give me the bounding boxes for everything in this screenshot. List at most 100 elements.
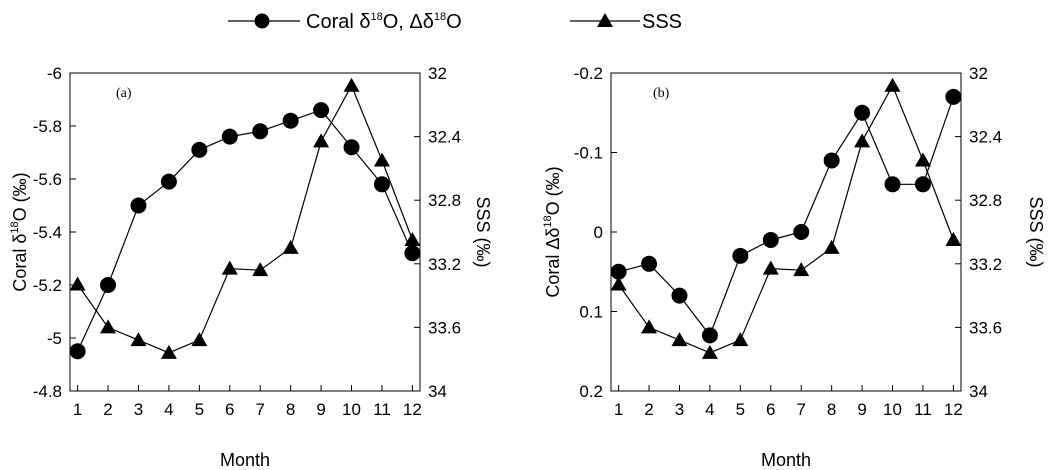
panel-a-label: (a) [116, 86, 132, 101]
panel-a-right-tick-label: 32 [428, 64, 447, 83]
panel-b-sss-point [914, 152, 931, 167]
panel-a-sss-point [404, 231, 421, 246]
panel-b-coral-point [701, 327, 718, 344]
panel-a-x-tick-label: 7 [255, 400, 264, 419]
panel-b-sss-point [641, 319, 658, 334]
panel-a-coral-point [130, 197, 147, 214]
panel-b-x-tick-label: 3 [675, 400, 684, 419]
panel-b-x-tick-label: 2 [644, 400, 653, 419]
legend-label-coral: Coral δ18O, Δδ18O [306, 11, 462, 33]
panel-b-coral-point [823, 152, 840, 169]
panel-a-x-tick-label: 3 [134, 400, 143, 419]
panel-b-coral-point [641, 255, 658, 272]
panel-b-x-tick-label: 12 [944, 400, 963, 419]
panel-b-x-axis-title: Month [761, 450, 811, 470]
panel-b-x-tick-label: 6 [766, 400, 775, 419]
panel-b: (b) Month Coral Δδ18O (‰) SSS (‰) 0.2 0.1… [542, 64, 1046, 470]
panel-b-coral-point [914, 176, 931, 193]
panel-b-right-tick-label: 32.4 [969, 128, 1002, 147]
panel-a-right-tick-label: 33.6 [428, 318, 461, 337]
panel-a-sss-point [343, 77, 360, 92]
panel-b-sss-point [610, 276, 627, 291]
panel-b-sss-point [945, 231, 962, 246]
panel-a-x-tick-label: 2 [103, 400, 112, 419]
panel-b-sss-point [823, 239, 840, 254]
legend: Coral δ18O, Δδ18O SSS [228, 11, 682, 33]
panel-a-x-tick-label: 5 [195, 400, 204, 419]
panel-b-sss-point [762, 260, 779, 275]
panel-a-coral-point [252, 123, 269, 140]
panel-a-sss-point [221, 260, 238, 275]
panel-a-x-axis-title: Month [220, 450, 270, 470]
panel-a-sss-point [313, 133, 330, 148]
panel-b-left-axis-title: Coral Δδ18O (‰) [542, 166, 563, 297]
panel-a-x-tick-label: 8 [286, 400, 295, 419]
panel-a-sss-point [160, 344, 177, 359]
panel-b-x-tick-label: 11 [914, 400, 932, 419]
panel-a-left-tick-label: -5 [47, 329, 62, 348]
panel-a-series [69, 77, 421, 360]
panel-a-coral-point [69, 343, 86, 360]
panel-a-left-tick-label: -5.8 [33, 117, 62, 136]
panel-b-x-tick-label: 4 [705, 400, 714, 419]
panel-b-sss-point [732, 332, 749, 347]
panel-a-frame [69, 72, 421, 392]
panel-a-x-tick-label: 12 [403, 400, 422, 419]
panel-a-sss-point [100, 319, 117, 334]
panel-a-sss-point [130, 332, 147, 347]
panel-a-left-tick-label: -5.2 [33, 276, 62, 295]
panel-b-x-tick-label: 5 [736, 400, 745, 419]
panel-a-sss-point [252, 262, 269, 277]
panel-a-right-tick-label: 32.4 [428, 128, 461, 147]
panel-a-coral-point [313, 102, 330, 119]
panel-b-x-tick-label: 9 [857, 400, 866, 419]
panel-b-coral-point [884, 176, 901, 193]
panel-a-coral-point [343, 139, 360, 156]
panel-a-left-tick-label: -6 [47, 64, 62, 83]
panel-a-coral-point [221, 128, 238, 145]
panel-a-x-tick-label: 4 [164, 400, 173, 419]
panel-b-sss-point [701, 344, 718, 359]
panel-b-sss-point [884, 77, 901, 92]
panel-a-sss-point [69, 276, 86, 291]
panel-b-sss-line [618, 84, 954, 354]
legend-label-sss: SSS [642, 11, 682, 33]
panel-a: (a) Month Coral δ18O (‰) SSS (‰) -4.8 -5 -… [9, 64, 493, 470]
panel-b-right-axis-title: SSS (‰) [1026, 196, 1046, 267]
panel-b-sss-point [793, 262, 810, 277]
panel-a-sss-point [373, 152, 390, 167]
panel-a-x-tick-label: 10 [342, 400, 361, 419]
panel-b-right-tick-label: 32.8 [969, 191, 1002, 210]
panel-b-left-tick-label: -0.1 [574, 144, 603, 163]
panel-b-sss-point [854, 133, 871, 148]
panel-a-coral-point [100, 277, 117, 293]
panel-a-coral-point [191, 141, 208, 158]
panel-b-x-tick-label: 7 [796, 400, 805, 419]
panel-b-coral-point [732, 247, 749, 264]
panel-b-coral-point [793, 224, 810, 240]
panel-a-right-axis-title: SSS (‰) [473, 196, 493, 267]
panel-a-x-tick-label: 9 [316, 400, 325, 419]
panel-a-x-tick-label: 6 [225, 400, 234, 419]
legend-triangle-marker [597, 13, 613, 27]
panel-b-right-tick-label: 33.2 [969, 255, 1002, 274]
panel-b-x-tick-label: 10 [883, 400, 902, 419]
panel-b-left-tick-label: -0.2 [574, 64, 603, 83]
panel-b-coral-point [945, 88, 962, 105]
panel-a-coral-line [77, 109, 413, 352]
panel-a-ticks: -4.8-5-5.2-5.4-5.6-5.8-63433.633.232.832… [33, 64, 461, 419]
panel-b-x-tick-label: 8 [827, 400, 836, 419]
panel-a-left-tick-label: -5.4 [33, 223, 62, 242]
panel-a-left-tick-label: -4.8 [33, 382, 62, 401]
panel-a-left-tick-label: -5.6 [33, 170, 62, 189]
panel-b-label: (b) [653, 86, 670, 101]
legend-circle-marker [254, 13, 270, 29]
panel-b-series [610, 77, 962, 359]
panel-a-x-tick-label: 1 [73, 400, 82, 419]
panel-b-right-tick-label: 32 [969, 64, 988, 83]
panel-b-left-tick-label: 0.2 [579, 382, 603, 401]
panel-a-coral-point [282, 112, 299, 129]
panel-a-left-axis-title: Coral δ18O (‰) [9, 172, 30, 291]
panel-b-coral-point [671, 287, 688, 304]
